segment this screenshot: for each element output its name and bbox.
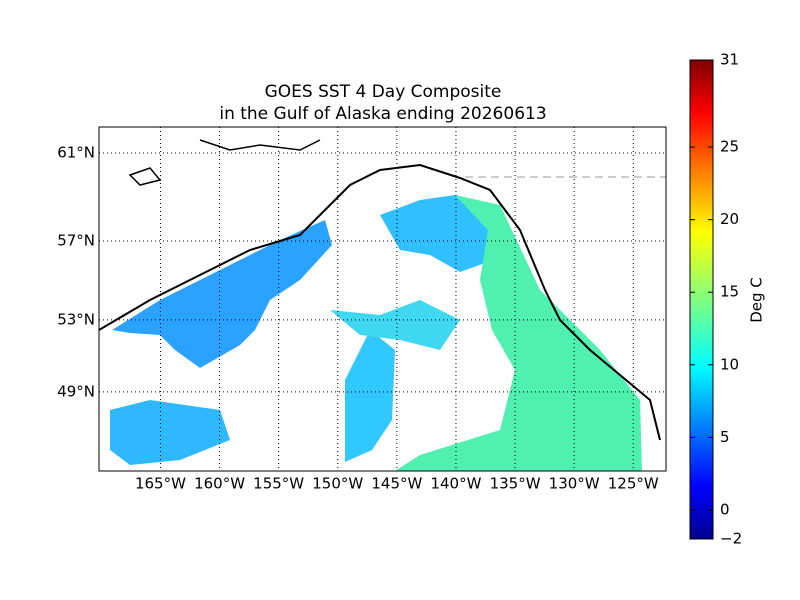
colorbar <box>689 59 714 540</box>
title-line-1: GOES SST 4 Day Composite <box>265 82 502 102</box>
lon-label: 165°W <box>135 475 186 493</box>
lon-label: 130°W <box>549 475 600 493</box>
sst-patch <box>395 195 642 471</box>
sst-patch <box>345 330 395 462</box>
map-frame <box>98 126 667 472</box>
colorbar-tick-label: 0 <box>720 500 730 518</box>
sst-patch <box>112 220 332 368</box>
colorbar-tick-label: 10 <box>720 355 739 373</box>
sst-patch <box>110 400 230 465</box>
colorbar-tick-label: 5 <box>720 428 730 446</box>
colorbar-tick-label: 31 <box>720 51 739 69</box>
lat-label: 61°N <box>57 144 95 162</box>
lon-label: 135°W <box>490 475 541 493</box>
lon-label: 160°W <box>194 475 245 493</box>
sst-patch <box>330 300 460 350</box>
title-line-2: in the Gulf of Alaska ending 20260613 <box>219 104 546 124</box>
colorbar-tick-label: −2 <box>720 530 742 548</box>
colorbar-tick-label: 15 <box>720 283 739 301</box>
colorbar-tick-label: 20 <box>720 210 739 228</box>
lon-label: 140°W <box>430 475 481 493</box>
lat-label: 53°N <box>57 310 95 328</box>
lon-label: 125°W <box>608 475 659 493</box>
colorbar-tick-label: 25 <box>720 138 739 156</box>
lon-label: 145°W <box>371 475 422 493</box>
sst-patch <box>380 195 490 272</box>
sst-field <box>110 195 642 471</box>
lon-label: 155°W <box>253 475 304 493</box>
colorbar-label: Deg C <box>748 277 766 323</box>
lon-label: 150°W <box>312 475 363 493</box>
lat-label: 49°N <box>57 382 95 400</box>
lat-label: 57°N <box>57 231 95 249</box>
